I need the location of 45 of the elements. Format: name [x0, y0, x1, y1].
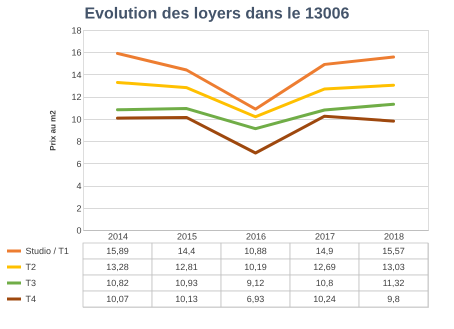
data-label: 15,57	[382, 246, 405, 256]
line-series	[116, 80, 395, 118]
line-series	[116, 52, 395, 111]
data-label: 10,93	[175, 278, 198, 288]
data-label: 12,69	[313, 262, 336, 272]
data-label: 15,89	[106, 246, 129, 256]
data-label: 9,8	[387, 294, 400, 304]
x-tick-label: 2015	[176, 232, 198, 242]
y-axis-title: Prix au m2	[48, 110, 58, 151]
data-label: 10,88	[244, 246, 267, 256]
line-series	[116, 114, 395, 154]
data-label: 10,82	[106, 278, 129, 288]
x-tick-label: 2014	[108, 232, 128, 242]
x-tick-label: 2018	[384, 232, 404, 242]
data-label: 14,4	[178, 246, 196, 256]
x-tick-label: 2017	[314, 232, 336, 242]
y-tick-label: 2	[76, 203, 82, 214]
y-tick-label: 0	[76, 226, 82, 236]
legend-label: T3	[26, 278, 36, 288]
data-label: 13,03	[382, 262, 405, 272]
data-label: 10,13	[175, 294, 198, 304]
data-label: 13,28	[106, 262, 129, 272]
data-label: 10,19	[244, 262, 267, 272]
y-tick-label: 10	[71, 114, 82, 124]
legend-label: T2	[26, 262, 36, 272]
x-tick-label: 2016	[246, 232, 266, 242]
y-tick-label: 16	[71, 48, 82, 58]
y-tick-label: 8	[76, 136, 82, 147]
y-tick-label: 18	[71, 26, 82, 36]
y-tick-label: 14	[71, 70, 82, 80]
data-label: 14,9	[316, 246, 334, 256]
data-label: 12,81	[175, 262, 198, 272]
y-tick-label: 12	[71, 92, 82, 102]
y-tick-label: 6	[76, 158, 82, 169]
data-label: 11,32	[382, 278, 404, 288]
line-series	[116, 102, 395, 130]
data-label: 10,07	[106, 294, 129, 304]
data-label: 6,93	[246, 294, 264, 304]
data-label: 10,24	[313, 294, 336, 304]
legend-label: Studio / T1	[26, 246, 69, 256]
legend-label: T4	[26, 294, 36, 304]
data-label: 10,8	[316, 278, 334, 288]
y-tick-label: 4	[76, 181, 82, 192]
chart-title: Evolution des loyers dans le 13006	[84, 6, 350, 22]
data-label: 9,12	[246, 278, 264, 288]
